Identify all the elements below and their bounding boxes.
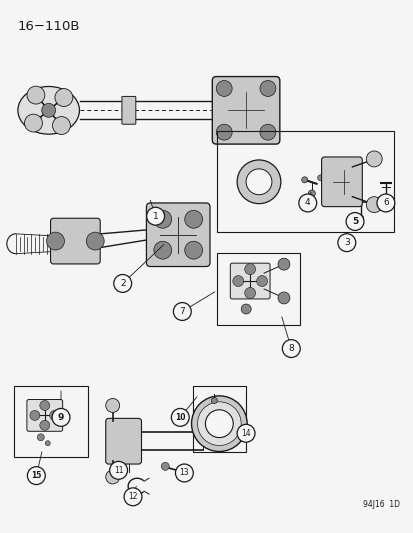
Text: 14: 14	[241, 429, 250, 438]
Circle shape	[109, 462, 127, 479]
FancyBboxPatch shape	[321, 157, 361, 207]
Circle shape	[245, 169, 271, 195]
Circle shape	[345, 213, 363, 230]
Circle shape	[114, 274, 131, 293]
Circle shape	[244, 287, 255, 298]
Circle shape	[24, 114, 42, 132]
Circle shape	[216, 124, 232, 140]
Circle shape	[256, 276, 267, 287]
Circle shape	[298, 194, 316, 212]
Circle shape	[358, 215, 363, 220]
Circle shape	[301, 177, 307, 183]
Text: 12: 12	[128, 492, 138, 502]
Circle shape	[171, 408, 189, 426]
Bar	[14, 385, 88, 457]
Circle shape	[237, 160, 280, 204]
Circle shape	[175, 464, 193, 482]
Bar	[217, 253, 299, 325]
Circle shape	[52, 117, 70, 134]
Circle shape	[154, 211, 171, 228]
FancyBboxPatch shape	[27, 400, 62, 431]
FancyBboxPatch shape	[146, 203, 209, 266]
Circle shape	[277, 292, 289, 304]
Circle shape	[211, 398, 217, 403]
Circle shape	[323, 181, 329, 187]
Circle shape	[205, 410, 233, 438]
Circle shape	[86, 232, 104, 250]
Text: 4: 4	[304, 198, 310, 207]
Circle shape	[216, 80, 232, 96]
Circle shape	[30, 410, 40, 421]
Text: 7: 7	[179, 307, 185, 316]
Circle shape	[40, 400, 50, 410]
Circle shape	[191, 396, 247, 451]
Text: 3: 3	[343, 238, 349, 247]
FancyBboxPatch shape	[212, 77, 279, 144]
Circle shape	[237, 424, 254, 442]
Circle shape	[42, 103, 55, 117]
Circle shape	[40, 421, 50, 430]
Text: 10: 10	[175, 413, 185, 422]
Circle shape	[337, 234, 355, 252]
Bar	[192, 385, 245, 452]
Ellipse shape	[18, 86, 79, 134]
Circle shape	[317, 175, 323, 181]
Circle shape	[184, 241, 202, 259]
Text: 1: 1	[152, 212, 158, 221]
Text: 11: 11	[114, 466, 123, 475]
Circle shape	[366, 151, 381, 167]
Circle shape	[52, 408, 70, 426]
Circle shape	[329, 179, 335, 185]
Text: 5: 5	[351, 217, 357, 226]
Circle shape	[376, 194, 394, 212]
Text: 15: 15	[31, 471, 41, 480]
Text: 16−110B: 16−110B	[18, 20, 80, 34]
Circle shape	[45, 441, 50, 446]
Circle shape	[154, 241, 171, 259]
Text: 8: 8	[288, 344, 294, 353]
Circle shape	[244, 264, 255, 274]
Circle shape	[27, 467, 45, 484]
Text: 13: 13	[179, 469, 189, 478]
Text: 94J16  1D: 94J16 1D	[362, 500, 399, 509]
Text: 6: 6	[382, 198, 388, 207]
FancyBboxPatch shape	[105, 418, 141, 464]
Circle shape	[161, 463, 169, 470]
FancyBboxPatch shape	[230, 263, 269, 299]
FancyBboxPatch shape	[121, 96, 135, 124]
Circle shape	[105, 470, 119, 484]
Circle shape	[46, 232, 64, 250]
Bar	[217, 132, 393, 232]
Circle shape	[382, 206, 388, 212]
Circle shape	[173, 303, 191, 320]
Circle shape	[241, 304, 251, 314]
Circle shape	[124, 488, 142, 506]
Circle shape	[366, 197, 381, 213]
Circle shape	[50, 410, 59, 421]
Circle shape	[146, 207, 164, 225]
Circle shape	[282, 340, 299, 358]
Circle shape	[277, 258, 289, 270]
Circle shape	[232, 276, 243, 287]
Circle shape	[105, 399, 119, 413]
Circle shape	[259, 80, 275, 96]
Circle shape	[197, 402, 241, 446]
Text: 9: 9	[58, 413, 64, 422]
FancyBboxPatch shape	[50, 218, 100, 264]
Circle shape	[27, 86, 45, 104]
Circle shape	[184, 211, 202, 228]
Circle shape	[55, 88, 73, 107]
Circle shape	[37, 434, 44, 441]
Text: 2: 2	[120, 279, 125, 288]
Circle shape	[259, 124, 275, 140]
Circle shape	[308, 190, 315, 197]
